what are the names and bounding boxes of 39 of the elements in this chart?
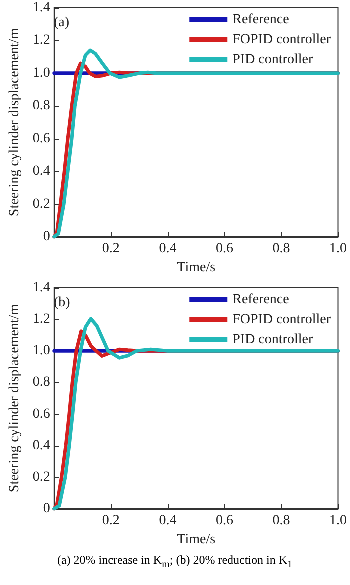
y-tick-label: 0.2 [32, 196, 50, 212]
x-tick-label: 0.8 [272, 514, 290, 528]
y-axis-title: Steering cylinder displacement/m [8, 28, 22, 217]
y-tick-label: 1.4 [32, 280, 50, 296]
y-tick-label: 0.8 [32, 98, 50, 114]
y-tick-label: 0.6 [32, 406, 50, 422]
x-tick-label: 0.8 [272, 242, 290, 256]
y-tick-label: 0 [43, 230, 50, 244]
x-tick-label: 0.2 [102, 514, 120, 528]
y-tick-label: 0.4 [32, 438, 50, 454]
x-axis-title: Time/s [177, 260, 216, 276]
legend-label: Reference [232, 12, 290, 28]
y-tick-label: 0 [43, 502, 50, 516]
y-tick-label: 0.2 [32, 470, 50, 485]
y-tick-label: 0.4 [32, 164, 50, 180]
annotation: (a) [54, 16, 70, 30]
y-tick-label: 0.6 [32, 131, 50, 146]
x-tick-label: 0.4 [159, 242, 177, 256]
y-tick-label: 0.8 [32, 375, 50, 390]
legend-label: PID controller [232, 332, 314, 348]
legend-label: FOPID controller [232, 32, 332, 48]
x-axis-title: Time/s [177, 532, 216, 548]
y-tick-label: 1.0 [32, 344, 50, 359]
x-tick-label: 0.2 [102, 242, 120, 256]
y-axis-title: Steering cylinder displacement/m [8, 304, 22, 493]
x-tick-label: 1.0 [330, 514, 347, 528]
y-tick-label: 1.4 [32, 0, 50, 16]
legend-label: Reference [232, 292, 290, 308]
y-tick-label: 1.0 [32, 66, 50, 81]
x-tick-label: 0.4 [159, 514, 177, 528]
annotation: (b) [54, 296, 71, 310]
x-tick-label: 0.6 [216, 242, 234, 256]
x-tick-label: 0.6 [216, 514, 234, 528]
legend-label: FOPID controller [232, 312, 332, 328]
text: (a) 20% increase in K$_{m}$; (b) 20% reduction in K$_{1}$ [56, 552, 294, 572]
legend-label: PID controller [232, 52, 314, 68]
x-tick-label: 1.0 [330, 242, 347, 256]
y-tick-label: 1.2 [32, 312, 50, 328]
y-tick-label: 1.2 [32, 33, 50, 48]
